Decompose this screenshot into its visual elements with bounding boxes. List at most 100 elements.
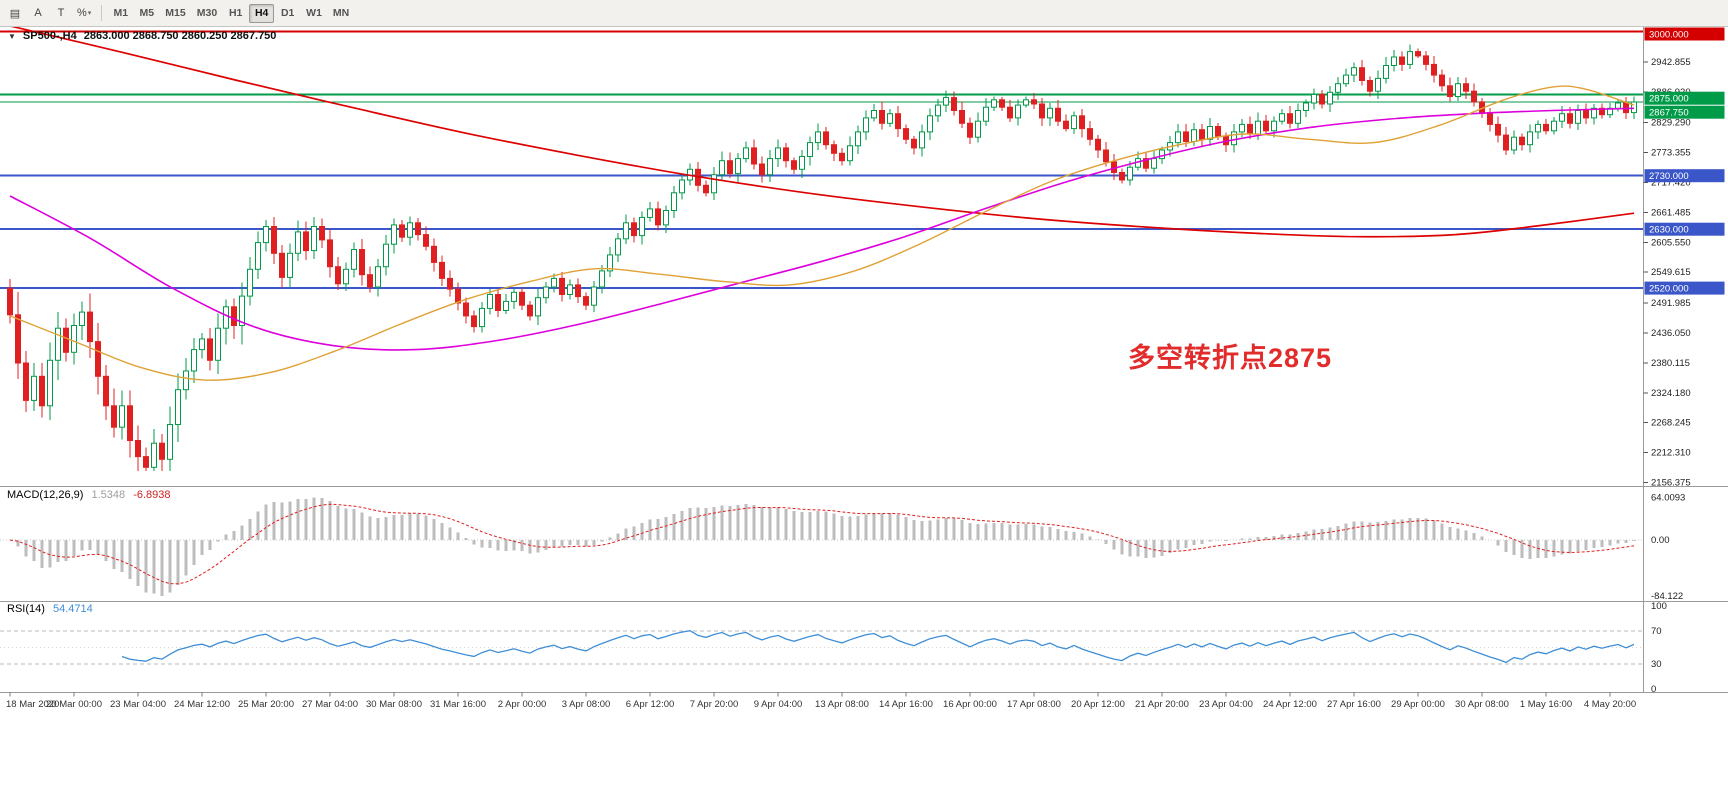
candle	[1231, 124, 1237, 153]
time-label: 13 Apr 08:00	[815, 699, 869, 710]
candle	[847, 136, 853, 166]
candle	[1319, 90, 1325, 109]
candle	[239, 282, 245, 345]
timeframe-button-d1[interactable]: D1	[280, 7, 295, 19]
moving-averages-layer	[9, 25, 1635, 381]
candle	[967, 117, 973, 145]
timeframe-button-mn[interactable]: MN	[332, 7, 350, 19]
candle	[727, 152, 733, 179]
candle	[1575, 104, 1581, 131]
timeframe-button-m15[interactable]: M15	[165, 7, 186, 19]
candle	[1607, 102, 1613, 119]
ma-mid	[9, 107, 1635, 351]
timeframe-button-h1[interactable]: H1	[228, 7, 243, 19]
candle	[767, 149, 773, 182]
rsi-title: RSI(14)	[7, 603, 45, 615]
horizontal-level-lines[interactable]	[0, 30, 1643, 290]
candle	[1311, 88, 1317, 110]
candle	[311, 217, 317, 259]
candle	[1271, 116, 1277, 138]
timeframe-button-w1[interactable]: W1	[306, 7, 322, 19]
price-label-box: 2867.750	[1644, 105, 1725, 119]
text-tool-button[interactable]: T	[57, 7, 65, 19]
price-tick-label: 2829.290	[1651, 118, 1691, 129]
time-label: 14 Apr 16:00	[879, 699, 933, 710]
candle	[1367, 76, 1373, 97]
time-label: 18 Mar 2020	[6, 699, 59, 710]
candle	[895, 105, 901, 137]
candle	[1551, 117, 1557, 135]
macd-indicator-label: MACD(12,26,9) 1.5348 -6.8938	[7, 489, 171, 501]
candle	[1423, 50, 1429, 71]
candle	[1559, 106, 1565, 128]
price-tick-label: 2436.050	[1651, 328, 1691, 339]
macd-signal-value: -6.8938	[133, 489, 171, 501]
candle	[983, 98, 989, 127]
ohlc-readout: 2863.000 2868.750 2860.250 2867.750	[83, 30, 277, 42]
candle	[343, 262, 349, 291]
candle	[1487, 108, 1493, 132]
candle	[1535, 120, 1541, 139]
candle	[367, 266, 373, 293]
candle	[959, 101, 965, 128]
time-label: 16 Apr 00:00	[943, 699, 997, 710]
timeframe-button-m1[interactable]: M1	[113, 7, 129, 19]
candle	[679, 175, 685, 200]
price-tick-label: 2549.615	[1651, 267, 1691, 278]
candle	[903, 124, 909, 144]
time-label: 24 Mar 12:00	[174, 699, 230, 710]
time-label: 25 Mar 20:00	[238, 699, 294, 710]
candle	[223, 299, 229, 345]
indicators-dropdown-button[interactable]: % ▾	[77, 7, 92, 19]
candle	[1591, 104, 1597, 125]
timeframe-button-m5[interactable]: M5	[139, 7, 155, 19]
candle	[1279, 109, 1285, 125]
time-label: 29 Apr 00:00	[1391, 699, 1445, 710]
timeframe-button-h4[interactable]: H4	[249, 3, 275, 23]
candle	[591, 281, 597, 312]
candle	[407, 216, 413, 246]
price-scale[interactable]	[1644, 27, 1728, 692]
candle	[1343, 68, 1349, 88]
candle	[551, 273, 557, 293]
candle	[1327, 86, 1333, 112]
candle	[671, 186, 677, 218]
price-tick-label: 2942.855	[1651, 57, 1691, 68]
price-label-box: 2630.000	[1644, 222, 1725, 236]
candle	[439, 255, 445, 286]
timeframe-button-m30[interactable]: M30	[196, 7, 218, 19]
candle	[143, 447, 149, 471]
candle	[207, 328, 213, 371]
macd-axis-label: -84.122	[1651, 591, 1683, 602]
candle	[1263, 115, 1269, 136]
candle	[31, 362, 37, 412]
candle	[1071, 111, 1077, 135]
candle	[1599, 103, 1605, 119]
candle	[1007, 100, 1013, 122]
candle	[1415, 48, 1421, 59]
time-scale[interactable]	[0, 693, 1643, 717]
rsi-panel: 100 70 30 0	[0, 601, 1667, 695]
candle	[1335, 77, 1341, 100]
candle	[975, 112, 981, 143]
candle	[199, 332, 205, 359]
toolbar-separator	[101, 5, 103, 21]
candle	[951, 91, 957, 116]
candle	[479, 301, 485, 333]
candle	[1511, 130, 1517, 155]
time-label: 24 Apr 12:00	[1263, 699, 1317, 710]
time-label: 21 Apr 20:00	[1135, 699, 1189, 710]
svg-text:2730.000: 2730.000	[1649, 171, 1689, 182]
candle	[1087, 121, 1093, 146]
candle	[1631, 96, 1637, 119]
candle	[1527, 124, 1533, 153]
candle	[471, 310, 477, 333]
chart-properties-icon[interactable]: ▤	[9, 7, 21, 20]
candle	[527, 301, 533, 321]
candle	[135, 425, 141, 471]
cursor-tool-button[interactable]: A	[34, 7, 42, 19]
time-label: 27 Apr 16:00	[1327, 699, 1381, 710]
candle	[111, 388, 117, 438]
candle	[631, 217, 637, 243]
